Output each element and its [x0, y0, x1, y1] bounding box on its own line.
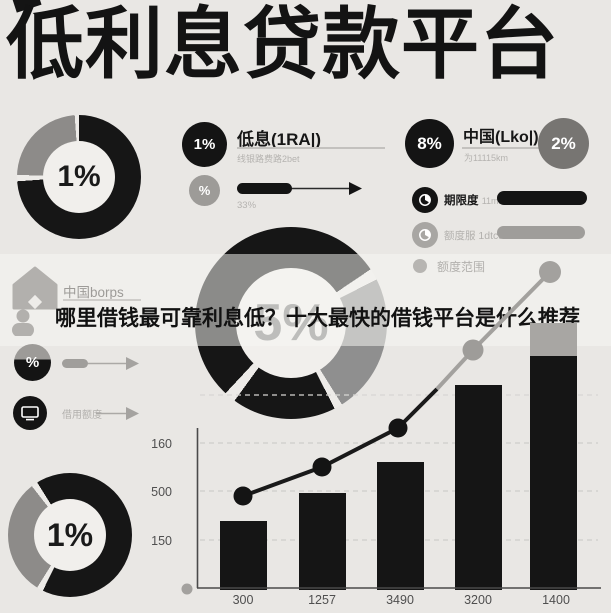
x-tick: 3490	[386, 593, 414, 607]
duration-row-label: 期限度 11mm	[444, 192, 506, 208]
section-title-china: 中国(Lko|)	[463, 129, 539, 146]
bar	[299, 493, 346, 590]
donut-top-left-hole: 1%	[43, 141, 115, 213]
clock-icon	[419, 194, 431, 206]
y-tick: 500	[151, 485, 172, 499]
arrow-icon	[62, 357, 139, 370]
duration-bar	[497, 191, 587, 205]
rate-badge-gray-label: 2%	[551, 133, 576, 153]
y-tick: 160	[151, 437, 172, 451]
donut-bottom-left-hole: 1%	[34, 499, 106, 571]
arrow-head	[126, 357, 139, 370]
data-point-faded	[539, 261, 561, 283]
brand-name: 中国borps	[63, 285, 124, 300]
x-tick: 1400	[542, 593, 570, 607]
donut-bottom-left: 1%	[8, 473, 132, 597]
progress-pill	[237, 183, 292, 194]
legend-label: 额度范围	[437, 259, 485, 274]
progress-pill	[62, 359, 88, 368]
data-point-faded	[462, 339, 484, 361]
quota-row-label: 额度服 1dtcd	[444, 230, 505, 242]
percent-badge-small-label: %	[198, 183, 211, 198]
legend-dot	[413, 259, 427, 273]
quota-bar	[497, 226, 585, 239]
origin-dot-icon	[181, 583, 193, 595]
divider	[462, 147, 562, 149]
section-subtitle-china: 为11115km	[464, 153, 509, 163]
percent-badge-small: %	[189, 175, 220, 206]
arrow-head	[126, 407, 139, 420]
bar	[530, 356, 577, 590]
arrow-icon	[96, 407, 139, 420]
monitor-badge	[13, 396, 47, 430]
monitor-icon	[21, 405, 39, 420]
rate-badge-black-label: 8%	[417, 133, 442, 153]
caption-percentage: 33%	[237, 200, 257, 211]
percent-split-label: %	[25, 354, 40, 371]
donut-top-left-label: 1%	[57, 160, 101, 193]
monitor-caption: 借用额度	[62, 410, 102, 421]
arrow-head	[349, 182, 362, 195]
percent-split-badge: %	[14, 344, 51, 381]
data-point	[233, 486, 253, 506]
x-tick: 300	[233, 593, 254, 607]
bar	[455, 385, 502, 590]
x-tick: 1257	[308, 593, 336, 607]
data-point	[312, 457, 332, 477]
house-person-icon	[12, 266, 58, 336]
duration-label-text: 期限度	[444, 195, 479, 207]
bar-gray-cap	[530, 323, 577, 357]
section-subtitle-low-interest: 线银路费路2bet	[237, 154, 300, 164]
donut-bottom-left-label: 1%	[46, 516, 94, 553]
duration-label-sub: 11mm	[481, 196, 507, 206]
bar	[220, 521, 267, 590]
duration-row-badge	[412, 187, 438, 213]
divider	[237, 147, 385, 149]
donut-top-left: 1%	[17, 115, 141, 239]
section-title-low-interest: 低息(1RA|)	[237, 130, 322, 149]
rate-badge-low-label: 1%	[193, 136, 216, 153]
rate-badge-black: 8%	[405, 119, 454, 168]
quota-row-badge	[412, 222, 438, 248]
y-tick: 150	[151, 534, 172, 548]
rate-badge-low: 1%	[182, 122, 227, 167]
x-tick: 3200	[464, 593, 492, 607]
banner-title: 哪里借钱最可靠利息低？十大最快的借钱平台是什么推荐	[55, 307, 580, 330]
arrow-icon	[237, 182, 362, 195]
rate-badge-gray: 2%	[538, 118, 589, 169]
trend-line-dark	[242, 387, 439, 498]
clock-icon	[419, 229, 431, 241]
data-point	[388, 418, 408, 438]
brand-underline	[63, 299, 141, 301]
page-title: 低利息贷款平台	[6, 0, 560, 88]
bar	[377, 462, 424, 590]
